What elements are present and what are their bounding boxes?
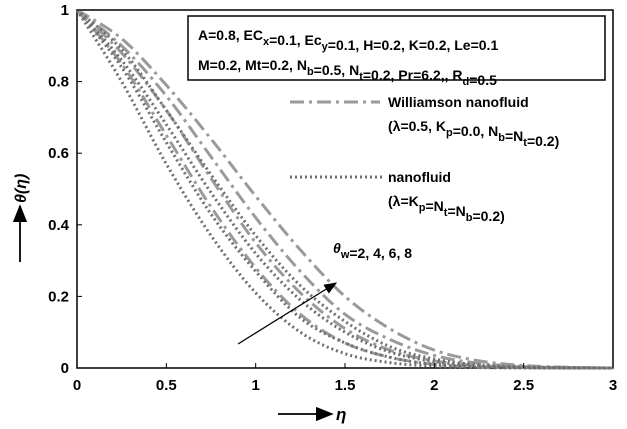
- ticks-layer: 0 0.5 1 1.5 2 2.5 3 0 0.2 0.4 0.6 0.8 1: [48, 2, 617, 394]
- theta-w-arrow: [237, 282, 338, 345]
- x-tick-label: 0: [73, 377, 81, 394]
- parameter-line-1: A=0.8, ECx=0.1, Ecy=0.1, H=0.2, K=0.2, L…: [198, 27, 498, 53]
- y-tick-label: 0.4: [48, 217, 70, 234]
- x-tick-label: 0.5: [156, 377, 177, 394]
- theta-w-annotation: θw=2, 4, 6, 8: [333, 240, 412, 261]
- parameter-box: [187, 15, 606, 81]
- y-tick-label: 0.8: [48, 74, 69, 91]
- y-tick-label: 0.2: [48, 288, 69, 305]
- y-tick-label: 0: [61, 360, 69, 377]
- x-tick-label: 1.5: [335, 377, 356, 394]
- nanofluid-series-line: [75, 9, 613, 370]
- williamson-series-line: [75, 9, 614, 370]
- y-tick-label: 0.6: [48, 145, 69, 162]
- x-axis-label: η: [278, 405, 346, 424]
- x-tick-label: 3: [609, 377, 617, 394]
- x-tick-label: 1: [251, 377, 259, 394]
- y-axis-label: θ(η): [12, 174, 30, 262]
- williamson-series-line: [76, 8, 614, 370]
- y-axis-label-text: θ(η): [13, 174, 30, 203]
- legend-label-williamson: Williamson nanofluid: [388, 94, 529, 110]
- x-tick-label: 2: [430, 377, 438, 394]
- legend-label-nanofluid: nanofluid: [388, 169, 451, 185]
- legend-detail-nanofluid: (λ=Kp=Nt=Nb=0.2): [388, 193, 505, 224]
- y-tick-label: 1: [61, 2, 69, 19]
- parameter-line-2: M=0.2, Mt=0.2, Nb=0.5, Nt=0.2, Pr=6.2,, …: [198, 57, 497, 88]
- x-axis-label-text: η: [336, 405, 346, 424]
- legend-detail-williamson: (λ=0.5, Kp=0.0, Nb=Nt=0.2): [388, 118, 559, 149]
- x-tick-label: 2.5: [513, 377, 534, 394]
